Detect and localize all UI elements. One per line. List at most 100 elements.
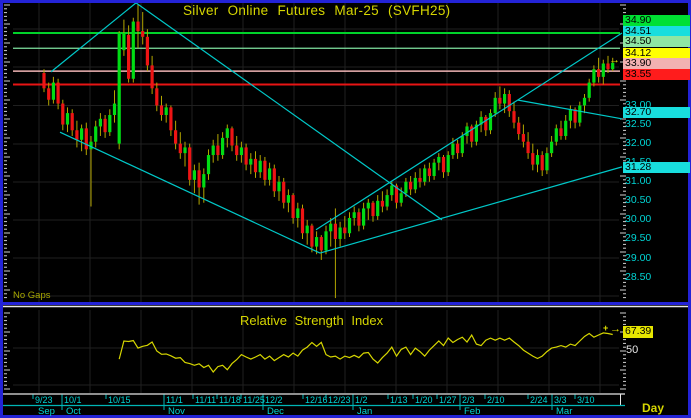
trendline [517,99,623,120]
candle-up [587,82,591,98]
candle-down [507,94,511,112]
candle-down [484,116,488,131]
candle-down [174,130,178,144]
candle-up [225,128,229,138]
price-badge: 33.90 [623,57,690,69]
candle-down [300,208,305,234]
candle-up [249,158,253,165]
candle-down [540,155,544,171]
candle-down [441,156,446,173]
price-badge: 34.50 [623,35,690,47]
candle-down [230,128,234,146]
candle-down [150,65,154,89]
price-tick-label: 33.00 [625,98,652,111]
date-tick-label: 2/10 [487,394,505,405]
candle-up [202,174,206,188]
rsi-last-value-arrow-icon: → [610,323,621,335]
candle-down [470,126,474,142]
date-tick-label: 1/27 [439,394,457,405]
candle-up [404,181,408,194]
candle-down [75,130,79,140]
date-tick-label: 1/13 [390,394,408,405]
candle-up [122,33,126,51]
rsi-line [118,332,613,373]
candle-up [432,162,436,177]
candle-up [611,62,615,70]
candle-up [451,143,455,156]
candle-up [239,147,243,156]
date-tick-label: 2/24 [530,394,548,405]
candle-up [329,223,333,232]
candle-up [460,135,464,154]
candle-up [65,113,70,125]
candle-up [437,156,441,163]
candle-down [606,63,610,70]
candle-up [108,115,112,133]
candle-up [324,231,328,251]
date-tick-label: 3/3 [554,394,567,405]
candle-down [136,21,140,32]
candle-up [117,33,121,144]
date-tick-label: 10/1 [64,394,82,405]
candle-up [474,124,478,142]
candle-down [456,143,460,154]
candle-up [592,69,596,83]
candle-down [418,177,422,182]
rsi-level-50-label: 50 [626,344,639,356]
candle-up [221,137,225,156]
candle-down [310,225,314,247]
candle-up [376,200,380,217]
candle-down [61,103,65,125]
candle-up [493,97,497,114]
candle-up [296,208,300,218]
candle-down [291,195,295,218]
candle-up [258,160,262,173]
candle-up [390,185,394,196]
candle-down [409,181,413,190]
candle-up [112,103,117,116]
candle-down [47,88,51,100]
panel-divider [0,302,691,305]
candle-down [145,36,149,66]
candle-up [211,145,215,156]
candle-up [545,153,549,171]
candle-up [582,97,587,106]
candle-up [286,195,290,203]
price-tick-label: 32.00 [625,137,652,150]
candle-down [42,73,46,89]
price-badge: 32.70 [623,106,690,118]
candle-up [535,155,540,165]
candle-up [352,212,356,218]
trendline [315,32,623,231]
candle-up [98,118,102,127]
trendline [59,131,321,254]
candle-down [188,147,192,180]
candle-down [103,118,107,133]
candle-down [127,34,131,79]
date-tick-label: 11/11 [195,394,217,405]
price-tick-label: 29.50 [625,232,652,245]
candle-down [333,223,337,239]
candle-up [568,109,572,121]
candle-up [206,155,211,175]
candle-down [427,168,431,177]
candle-down [235,145,239,156]
candle-down [244,147,248,165]
date-tick-label: 12/16 [305,394,328,405]
candle-up [366,202,370,209]
candle-up [446,155,450,173]
date-tick-label: 1/2 [355,394,368,405]
candle-down [597,69,601,77]
candle-up [268,168,272,180]
last-price-arrow-icon: → [609,54,620,66]
candle-up [277,181,281,192]
candle-up [385,195,389,207]
month-label: Mar [556,405,573,417]
candle-up [192,170,196,180]
candle-up [399,193,403,203]
date-tick-label: 11/25 [243,394,265,405]
candle-down [319,237,323,251]
